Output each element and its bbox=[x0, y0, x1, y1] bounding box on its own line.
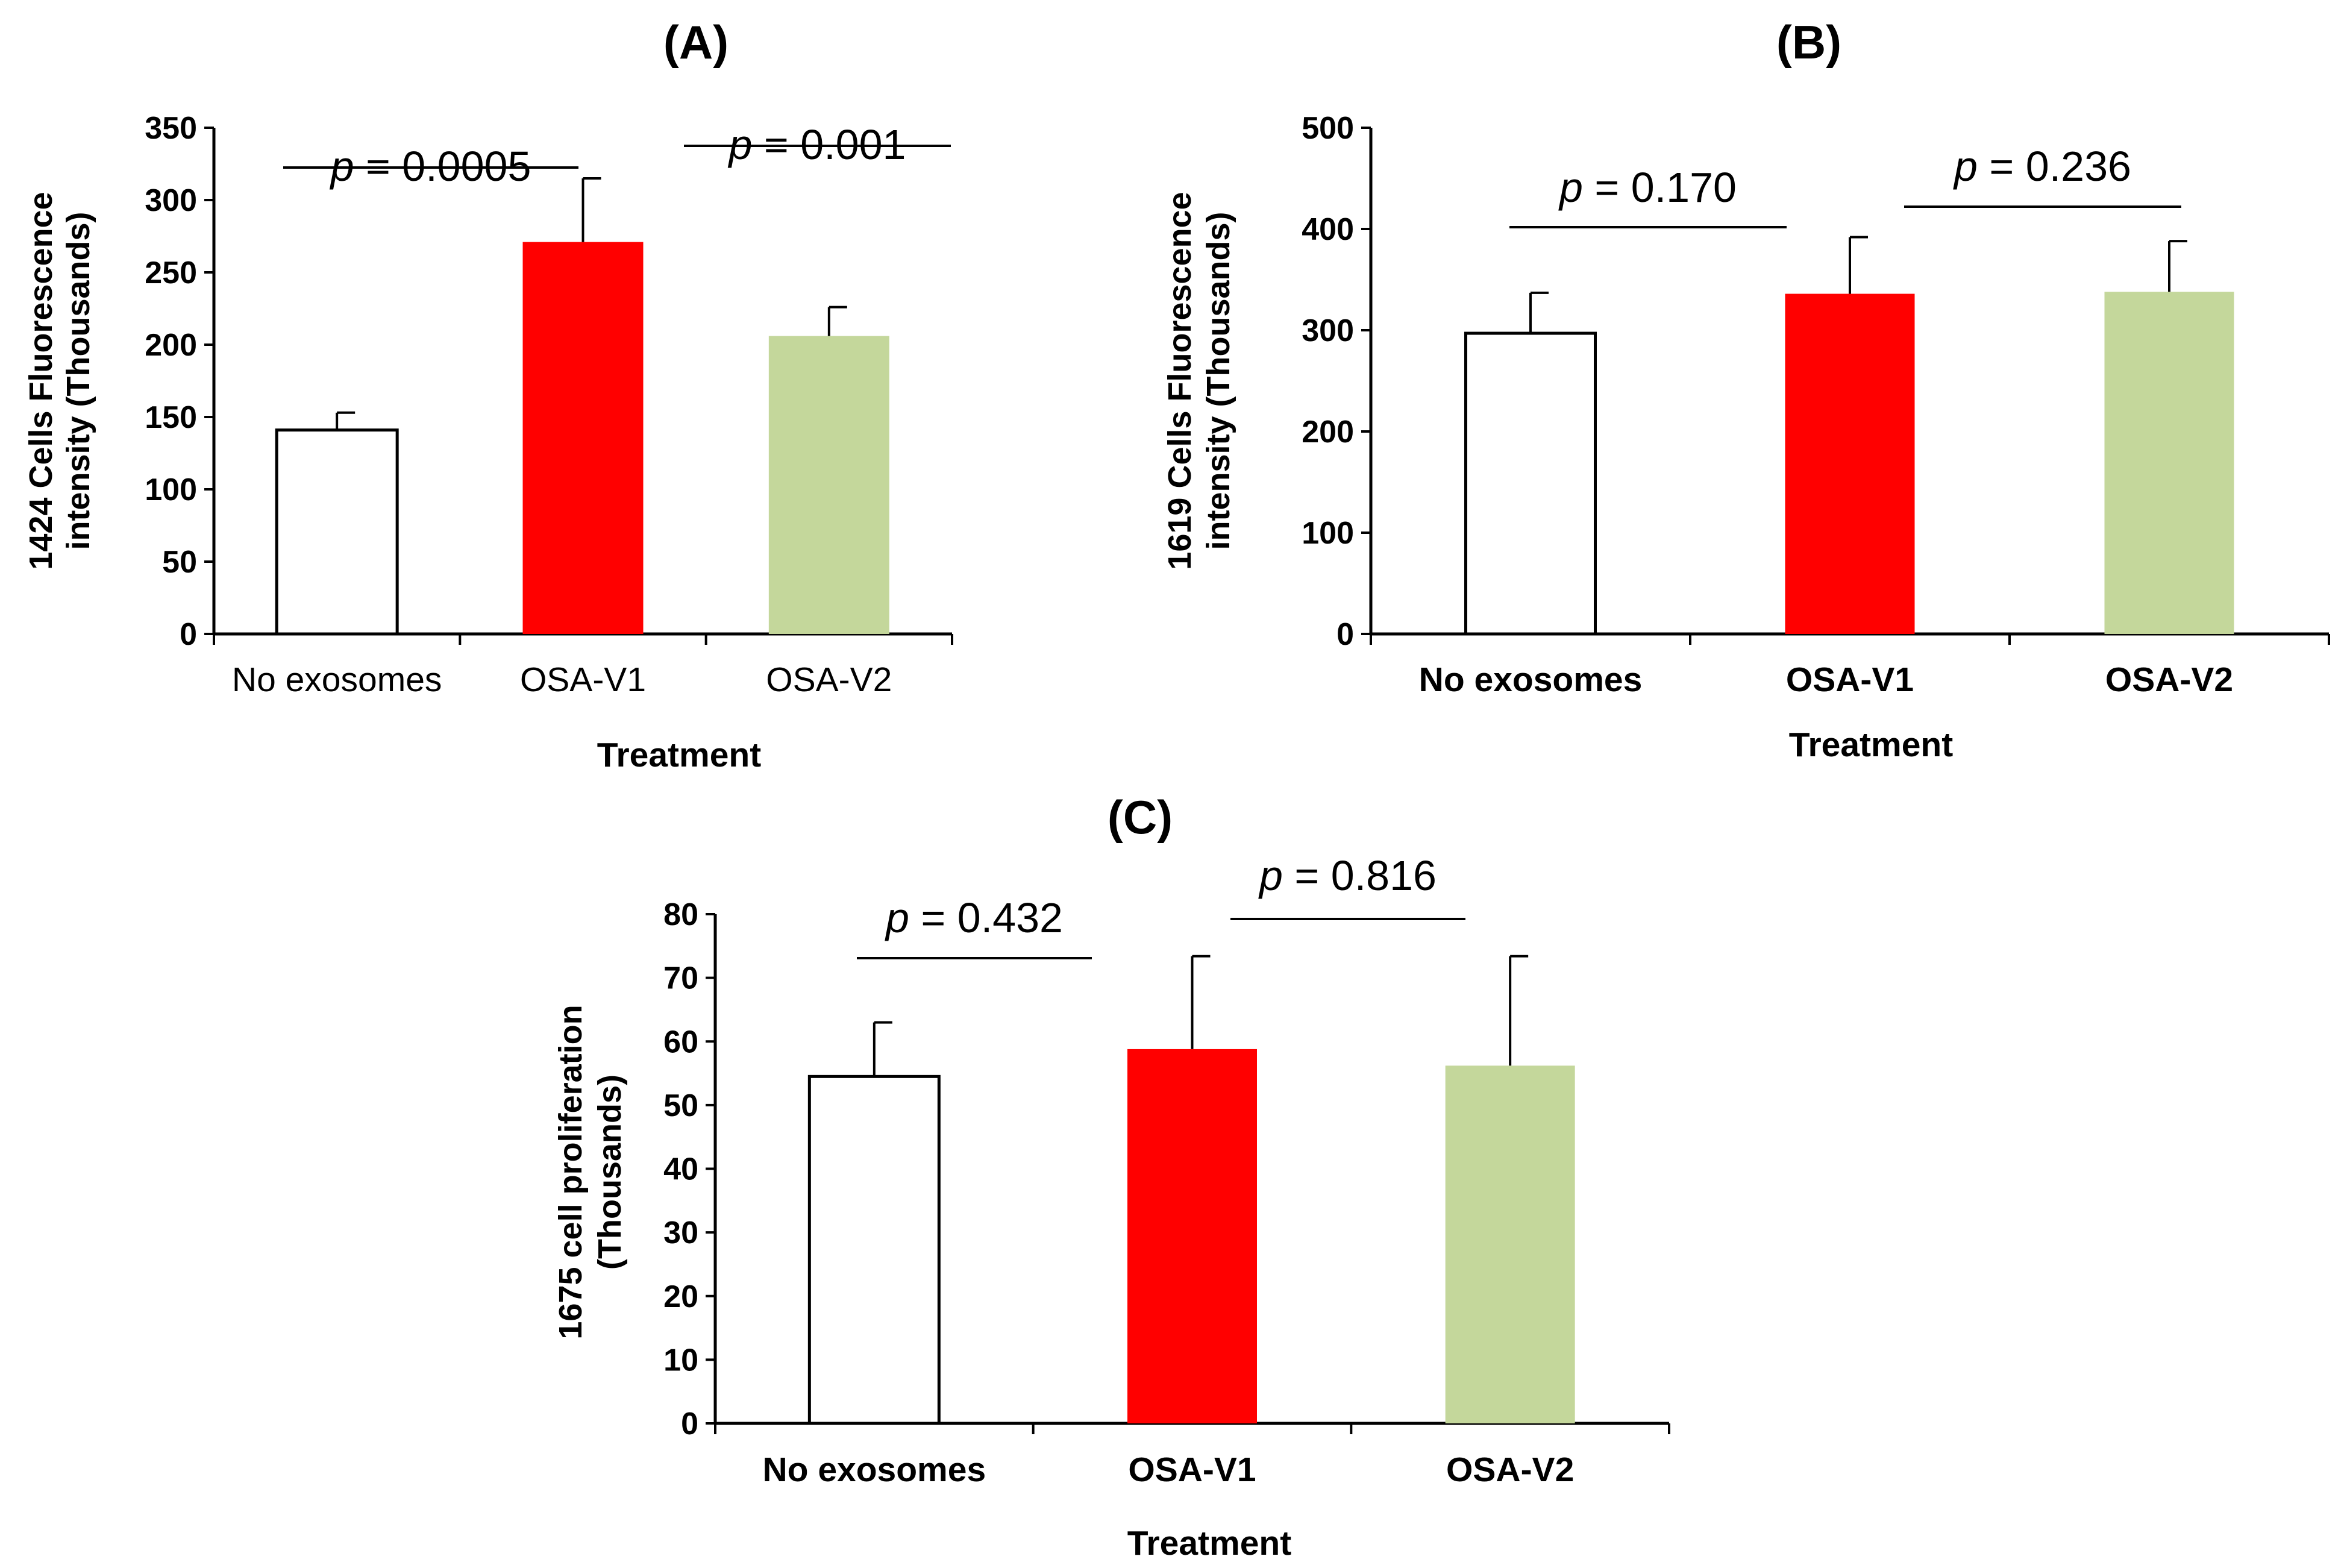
bar-no-exosomes bbox=[275, 428, 399, 636]
x-tick-label: No exosomes bbox=[1419, 660, 1643, 699]
bar-osa-v2 bbox=[768, 336, 889, 634]
y-tick-label: 50 bbox=[162, 545, 197, 580]
chart-panel-b: (B) 0 100 200 300 400 500 No exosomes OSA-V1 OSA-… bbox=[1162, 16, 2330, 764]
y-tick-label: 0 bbox=[1336, 617, 1354, 652]
x-tick-label: No exosomes bbox=[232, 660, 442, 699]
p-value-number: = 0.170 bbox=[1583, 164, 1737, 211]
p-value-number: = 0.236 bbox=[1978, 143, 2131, 190]
y-axis-label: 1675 cell proliferation (Thousands) bbox=[553, 1005, 628, 1339]
y-tick-label: 350 bbox=[145, 111, 197, 146]
chart-title: (C) bbox=[1108, 791, 1173, 844]
x-axis-label: Treatment bbox=[1789, 726, 1953, 764]
y-axis-label: 1424 Cells Fluorescence intensity (Thousa… bbox=[23, 192, 96, 569]
p-value-label: p = 0.001 bbox=[728, 121, 906, 168]
y-tick-label: 200 bbox=[1302, 415, 1354, 450]
p-value-label: p = 0.236 bbox=[1953, 143, 2131, 190]
p-value-label: p = 0.816 bbox=[1258, 852, 1437, 899]
y-tick-label: 300 bbox=[145, 183, 197, 218]
y-tick-label: 150 bbox=[145, 400, 197, 435]
y-tick-label: 20 bbox=[663, 1279, 698, 1314]
chart-panel-a: (A) 0 50 100 150 200 250 300 350 No exosomes OSA-V… bbox=[23, 16, 953, 774]
x-tick-label: OSA-V2 bbox=[1446, 1450, 1574, 1489]
bar-osa-v2 bbox=[2104, 292, 2234, 634]
y-tick-label: 300 bbox=[1302, 313, 1354, 348]
p-value-number: = 0.001 bbox=[752, 121, 906, 168]
p-value-number: = 0.432 bbox=[909, 894, 1063, 941]
p-value-symbol: p bbox=[1558, 164, 1583, 211]
y-tick-label: 60 bbox=[663, 1024, 698, 1059]
x-tick-label: OSA-V2 bbox=[2105, 660, 2233, 699]
y-axis-label-line-1: 1675 cell proliferation bbox=[553, 1005, 589, 1339]
y-tick-label: 50 bbox=[663, 1088, 698, 1123]
x-axis-label: Treatment bbox=[597, 736, 761, 774]
p-value-symbol: p bbox=[885, 894, 909, 941]
x-axis-label: Treatment bbox=[1127, 1524, 1291, 1563]
chart-panel-c: (C) 0 10 20 30 40 50 60 70 80 No exosomes OSA-V1 OSA… bbox=[553, 791, 1670, 1563]
x-tick-label: OSA-V2 bbox=[766, 660, 892, 699]
y-axis-label-line-1: 1619 Cells Fluorescence bbox=[1162, 192, 1198, 569]
bar-no-exosomes bbox=[807, 1074, 941, 1425]
y-tick-label: 0 bbox=[180, 617, 197, 652]
y-tick-label: 500 bbox=[1302, 111, 1354, 146]
p-value-symbol: p bbox=[1258, 852, 1283, 899]
y-tick-label: 70 bbox=[663, 961, 698, 996]
chart-title: (A) bbox=[663, 16, 729, 69]
p-value-label: p = 0.432 bbox=[885, 894, 1063, 941]
bar-osa-v2 bbox=[1445, 1065, 1575, 1423]
y-tick-label: 250 bbox=[145, 256, 197, 290]
bar-osa-v1 bbox=[1127, 1049, 1257, 1423]
p-value-label: p = 0.0005 bbox=[330, 143, 531, 190]
y-axis-label-line-2: intensity (Thousands) bbox=[60, 212, 96, 550]
bar-osa-v1 bbox=[522, 242, 644, 635]
x-tick-label: No exosomes bbox=[763, 1450, 986, 1489]
y-tick-label: 40 bbox=[663, 1152, 698, 1187]
y-axis-label-line-2: intensity (Thousands) bbox=[1200, 212, 1236, 550]
x-tick-label: OSA-V1 bbox=[1128, 1450, 1256, 1489]
p-value-symbol: p bbox=[330, 143, 354, 190]
y-tick-label: 10 bbox=[663, 1343, 698, 1378]
chart-title: (B) bbox=[1776, 16, 1841, 69]
p-value-label: p = 0.170 bbox=[1558, 164, 1737, 211]
y-tick-label: 30 bbox=[663, 1215, 698, 1250]
y-tick-label: 200 bbox=[145, 328, 197, 363]
y-tick-label: 80 bbox=[663, 897, 698, 932]
x-tick-label: OSA-V1 bbox=[520, 660, 646, 699]
p-value-number: = 0.816 bbox=[1283, 852, 1437, 899]
p-value-number: = 0.0005 bbox=[354, 143, 531, 190]
bar-no-exosomes bbox=[1464, 331, 1597, 636]
y-axis-label-line-1: 1424 Cells Fluorescence bbox=[23, 192, 59, 569]
y-tick-label: 100 bbox=[145, 472, 197, 507]
p-value-symbol: p bbox=[728, 121, 753, 168]
y-axis-label: 1619 Cells Fluorescence intensity (Thousa… bbox=[1162, 192, 1236, 569]
bar-osa-v1 bbox=[1785, 293, 1915, 634]
x-tick-label: OSA-V1 bbox=[1786, 660, 1914, 699]
y-tick-label: 100 bbox=[1302, 516, 1354, 551]
y-tick-label: 0 bbox=[681, 1406, 698, 1441]
p-value-symbol: p bbox=[1953, 143, 1978, 190]
y-tick-label: 400 bbox=[1302, 212, 1354, 247]
y-axis-label-line-2: (Thousands) bbox=[592, 1074, 628, 1270]
